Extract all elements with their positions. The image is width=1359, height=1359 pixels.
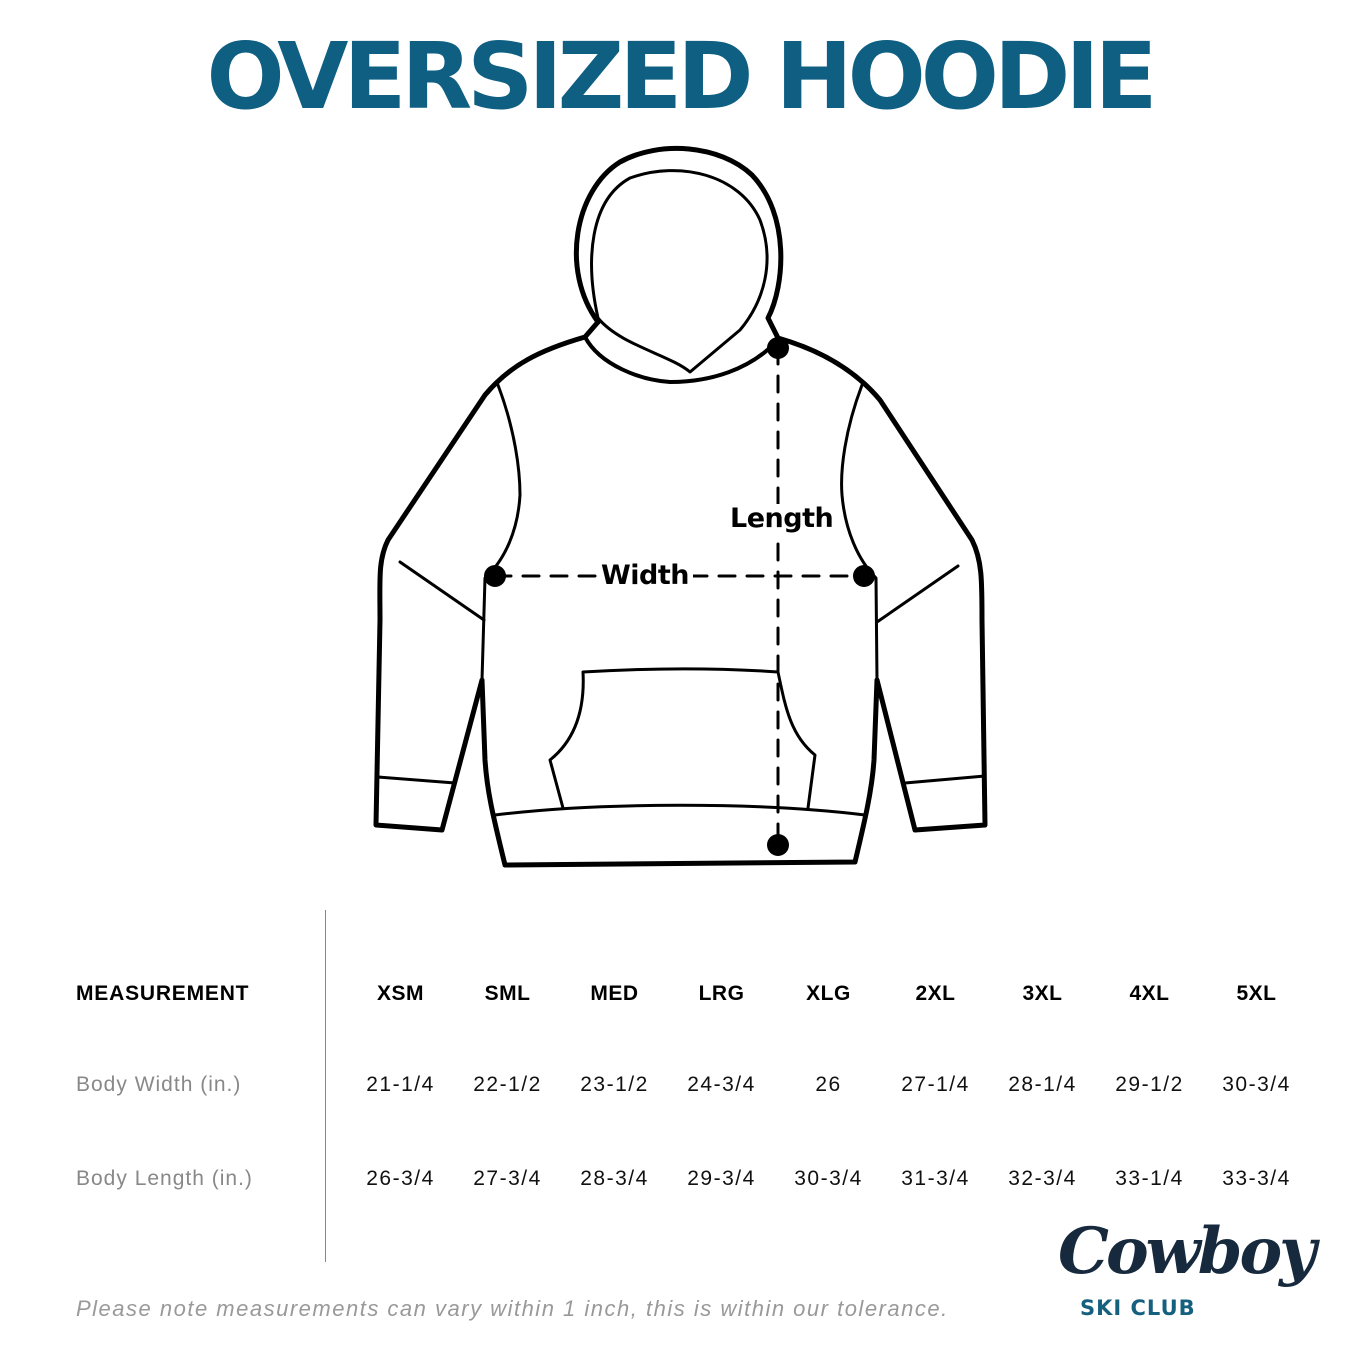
table-cell: 21-1/4 bbox=[366, 1073, 435, 1096]
measurement-header: MEASUREMENT bbox=[76, 982, 250, 1005]
hood-outer bbox=[573, 145, 784, 341]
table-cell: 29-3/4 bbox=[687, 1167, 756, 1190]
table-cell: 32-3/4 bbox=[1008, 1167, 1077, 1190]
left-armhole bbox=[480, 383, 522, 682]
hoodie-illustration bbox=[373, 145, 988, 868]
hood-inner bbox=[590, 169, 769, 374]
table-cell: 26-3/4 bbox=[366, 1167, 435, 1190]
table-cell: 28-3/4 bbox=[580, 1167, 649, 1190]
table-cell: 26 bbox=[815, 1073, 842, 1096]
size-header: 5XL bbox=[1236, 982, 1277, 1005]
right-sleeve-line bbox=[875, 564, 960, 624]
size-header: SML bbox=[484, 982, 531, 1005]
tolerance-note: Please note measurements can vary within… bbox=[76, 1296, 949, 1321]
right-cuff bbox=[903, 774, 987, 785]
size-header: 2XL bbox=[915, 982, 956, 1005]
table-cell: 28-1/4 bbox=[1008, 1073, 1077, 1096]
table-cell: 33-3/4 bbox=[1222, 1167, 1291, 1190]
table-cell: 33-1/4 bbox=[1115, 1167, 1184, 1190]
page-title: OVERSIZED HOODIE bbox=[206, 23, 1158, 130]
waistband bbox=[493, 803, 867, 817]
size-header: XLG bbox=[806, 982, 851, 1005]
table-cell: 31-3/4 bbox=[901, 1167, 970, 1190]
table-cell: 27-3/4 bbox=[473, 1167, 542, 1190]
length-label: Length bbox=[726, 504, 838, 534]
table-cell: 22-1/2 bbox=[473, 1073, 542, 1096]
logo-script-text: Cowboy bbox=[1058, 1214, 1316, 1289]
size-header: MED bbox=[590, 982, 639, 1005]
size-header: XSM bbox=[376, 982, 424, 1005]
cowboy-ski-club-logo: Cowboy SKI CLUB bbox=[1050, 1214, 1316, 1332]
left-sleeve-line bbox=[398, 560, 486, 622]
neckline bbox=[583, 335, 780, 384]
logo-subtitle: SKI CLUB bbox=[1080, 1296, 1196, 1320]
length-bottom-dot bbox=[767, 834, 789, 856]
size-header: LRG bbox=[698, 982, 745, 1005]
row-label-body-length: Body Length (in.) bbox=[76, 1167, 253, 1190]
width-right-dot bbox=[853, 565, 875, 587]
width-left-dot bbox=[484, 565, 506, 587]
pocket bbox=[548, 667, 817, 810]
table-cell: 23-1/2 bbox=[580, 1073, 649, 1096]
length-top-dot bbox=[767, 337, 789, 359]
right-armhole bbox=[840, 383, 879, 682]
table-cell: 30-3/4 bbox=[794, 1167, 863, 1190]
size-header: 3XL bbox=[1022, 982, 1063, 1005]
left-cuff bbox=[376, 775, 457, 785]
table-cell: 24-3/4 bbox=[687, 1073, 756, 1096]
body-outline bbox=[373, 319, 988, 868]
row-label-body-width: Body Width (in.) bbox=[76, 1073, 242, 1096]
size-header: 4XL bbox=[1129, 982, 1170, 1005]
table-cell: 30-3/4 bbox=[1222, 1073, 1291, 1096]
width-label: Width bbox=[597, 561, 693, 591]
table-divider bbox=[325, 910, 326, 1262]
table-cell: 27-1/4 bbox=[901, 1073, 970, 1096]
table-cell: 29-1/2 bbox=[1115, 1073, 1184, 1096]
